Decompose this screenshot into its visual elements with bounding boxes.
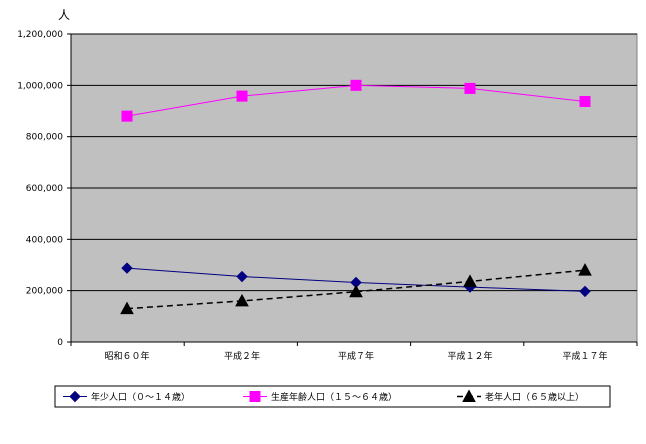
legend-label-3: 老年人口（６５歳以上） (485, 391, 584, 403)
y-tick-label: 1,200,000 (17, 30, 63, 40)
legend-label-1: 年少人口（０～１４歳） (91, 391, 190, 403)
y-tick-label: 600,000 (26, 184, 63, 194)
data-point-series-2 (236, 90, 248, 102)
legend-label-2: 生産年齢人口（１５～６４歳） (271, 391, 397, 403)
data-point-series-3 (463, 274, 477, 287)
plot-area: 0 200,000 400,000 600,000 800,000 1,000,000 1,… (17, 8, 638, 362)
data-point-series-1 (121, 262, 133, 274)
y-axis-label: 人 (58, 8, 70, 22)
data-point-series-2 (121, 110, 133, 122)
data-point-series-3 (120, 301, 134, 315)
x-tick-label: 平成２年 (224, 350, 260, 362)
data-point-series-1 (579, 285, 591, 298)
data-point-series-3 (349, 284, 363, 298)
legend-marker-3 (462, 389, 476, 402)
data-point-series-2 (350, 79, 362, 91)
legend-marker-2 (249, 391, 261, 402)
legend-marker-1 (69, 390, 81, 403)
series-line-3 (126, 269, 586, 310)
y-tick-label: 400,000 (26, 235, 63, 245)
y-tick-label: 200,000 (26, 287, 63, 297)
y-tick-label: 1,000,000 (17, 81, 63, 91)
x-tick-label: 平成１２年 (447, 350, 492, 362)
data-point-series-1 (236, 270, 248, 283)
y-tick-label: 0 (57, 338, 63, 348)
x-tick-label: 昭和６０年 (104, 350, 149, 362)
data-point-series-2 (579, 96, 591, 108)
data-point-series-3 (235, 293, 249, 307)
data-point-series-3 (578, 263, 592, 276)
x-tick-label: 平成１７年 (562, 350, 607, 362)
x-tick-label: 平成７年 (338, 350, 374, 362)
data-point-series-2 (464, 82, 476, 94)
legend: 年少人口（０～１４歳） 生産年齢人口（１５～６４歳） 老年人口（６５歳以上） (54, 385, 611, 408)
y-tick-label: 800,000 (26, 133, 63, 143)
